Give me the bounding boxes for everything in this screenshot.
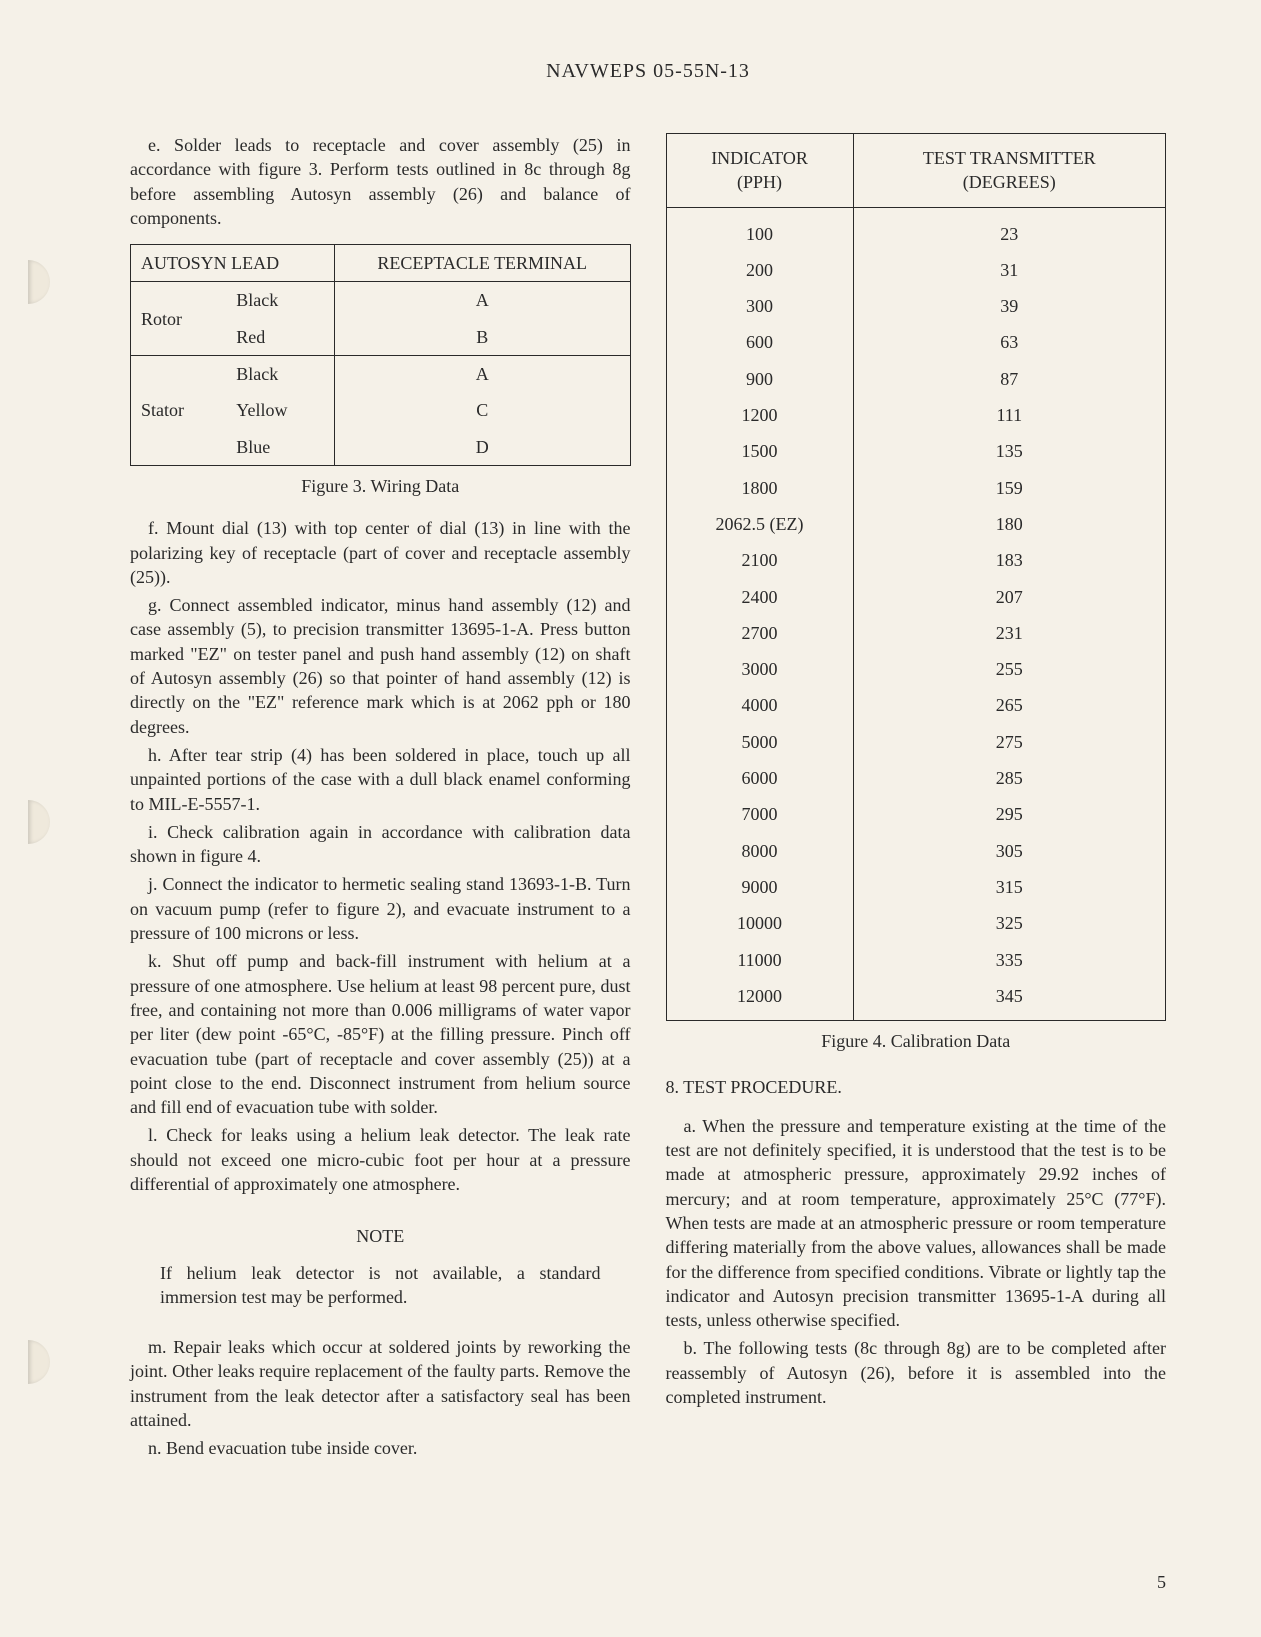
calib-header-trans-l2: (DEGREES) [963, 172, 1056, 192]
wiring-terminal: A [334, 282, 630, 319]
wiring-terminal: B [334, 319, 630, 356]
calib-indicator-cell: 4000 [666, 687, 853, 723]
wiring-lead-color: Yellow [226, 392, 334, 428]
calib-header-indicator: INDICATOR (PPH) [666, 134, 853, 208]
para-j: j. Connect the indicator to hermetic sea… [130, 872, 631, 945]
calib-transmitter-cell: 231 [853, 615, 1165, 651]
calib-indicator-cell: 200 [666, 252, 853, 288]
calib-transmitter-cell: 255 [853, 651, 1165, 687]
calib-indicator-cell: 2062.5 (EZ) [666, 506, 853, 542]
page: NAVWEPS 05-55N-13 e. Solder leads to rec… [0, 0, 1261, 1637]
calib-indicator-cell: 3000 [666, 651, 853, 687]
calibration-table: INDICATOR (PPH) TEST TRANSMITTER (DEGREE… [666, 133, 1167, 1021]
calib-transmitter-cell: 207 [853, 579, 1165, 615]
calib-indicator-cell: 11000 [666, 942, 853, 978]
para-h: h. After tear strip (4) has been soldere… [130, 743, 631, 816]
wiring-group-label: Stator [131, 356, 227, 466]
calib-transmitter-cell: 39 [853, 288, 1165, 324]
wiring-group-label: Rotor [131, 282, 227, 356]
para-m: m. Repair leaks which occur at soldered … [130, 1335, 631, 1432]
calib-indicator-cell: 900 [666, 361, 853, 397]
note-body: If helium leak detector is not available… [160, 1261, 601, 1310]
calib-indicator-cell: 8000 [666, 833, 853, 869]
calib-indicator-cell: 100 [666, 207, 853, 252]
calib-indicator-cell: 1200 [666, 397, 853, 433]
calib-indicator-cell: 10000 [666, 905, 853, 941]
figure-3-caption: Figure 3. Wiring Data [130, 474, 631, 498]
calib-transmitter-cell: 31 [853, 252, 1165, 288]
para-l: l. Check for leaks using a helium leak d… [130, 1123, 631, 1196]
calib-indicator-cell: 5000 [666, 724, 853, 760]
wiring-header-terminal: RECEPTACLE TERMINAL [334, 245, 630, 282]
para-8b: b. The following tests (8c through 8g) a… [666, 1336, 1167, 1409]
wiring-lead-color: Red [226, 319, 334, 356]
calib-indicator-cell: 2100 [666, 542, 853, 578]
calib-header-indicator-l1: INDICATOR [711, 148, 808, 168]
punch-hole [28, 260, 50, 304]
calib-transmitter-cell: 87 [853, 361, 1165, 397]
punch-hole [28, 800, 50, 844]
punch-hole [28, 1340, 50, 1384]
wiring-table: AUTOSYN LEAD RECEPTACLE TERMINAL RotorBl… [130, 244, 631, 466]
wiring-terminal: A [334, 356, 630, 393]
calib-indicator-cell: 6000 [666, 760, 853, 796]
calib-indicator-cell: 300 [666, 288, 853, 324]
para-e: e. Solder leads to receptacle and cover … [130, 133, 631, 230]
calib-indicator-cell: 2400 [666, 579, 853, 615]
calib-header-indicator-l2: (PPH) [737, 172, 782, 192]
calib-transmitter-cell: 275 [853, 724, 1165, 760]
calib-indicator-cell: 2700 [666, 615, 853, 651]
wiring-lead-color: Blue [226, 429, 334, 466]
para-n: n. Bend evacuation tube inside cover. [130, 1436, 631, 1460]
para-8a: a. When the pressure and temperature exi… [666, 1114, 1167, 1333]
section-8-heading: 8. TEST PROCEDURE. [666, 1075, 1167, 1099]
calib-transmitter-cell: 345 [853, 978, 1165, 1021]
page-number: 5 [1157, 1572, 1166, 1593]
para-f: f. Mount dial (13) with top center of di… [130, 516, 631, 589]
calib-header-trans-l1: TEST TRANSMITTER [923, 148, 1096, 168]
calib-transmitter-cell: 285 [853, 760, 1165, 796]
calib-header-transmitter: TEST TRANSMITTER (DEGREES) [853, 134, 1165, 208]
calib-transmitter-cell: 305 [853, 833, 1165, 869]
calib-transmitter-cell: 183 [853, 542, 1165, 578]
calib-transmitter-cell: 325 [853, 905, 1165, 941]
para-k: k. Shut off pump and back-fill instrumen… [130, 949, 631, 1119]
calib-indicator-cell: 1500 [666, 433, 853, 469]
wiring-lead-color: Black [226, 356, 334, 393]
right-column: INDICATOR (PPH) TEST TRANSMITTER (DEGREE… [666, 133, 1167, 1465]
left-column: e. Solder leads to receptacle and cover … [130, 133, 631, 1465]
doc-id-header: NAVWEPS 05-55N-13 [130, 60, 1166, 83]
calib-indicator-cell: 7000 [666, 796, 853, 832]
wiring-terminal: C [334, 392, 630, 428]
calib-transmitter-cell: 265 [853, 687, 1165, 723]
calib-indicator-cell: 12000 [666, 978, 853, 1021]
calib-transmitter-cell: 315 [853, 869, 1165, 905]
calib-transmitter-cell: 111 [853, 397, 1165, 433]
calib-transmitter-cell: 135 [853, 433, 1165, 469]
calib-indicator-cell: 9000 [666, 869, 853, 905]
figure-4-caption: Figure 4. Calibration Data [666, 1029, 1167, 1053]
calib-transmitter-cell: 335 [853, 942, 1165, 978]
calib-transmitter-cell: 23 [853, 207, 1165, 252]
calib-transmitter-cell: 295 [853, 796, 1165, 832]
calib-transmitter-cell: 159 [853, 470, 1165, 506]
calib-transmitter-cell: 63 [853, 324, 1165, 360]
calib-indicator-cell: 1800 [666, 470, 853, 506]
para-i: i. Check calibration again in accordance… [130, 820, 631, 869]
para-g: g. Connect assembled indicator, minus ha… [130, 593, 631, 739]
wiring-terminal: D [334, 429, 630, 466]
wiring-lead-color: Black [226, 282, 334, 319]
two-column-layout: e. Solder leads to receptacle and cover … [130, 133, 1166, 1465]
wiring-header-lead: AUTOSYN LEAD [131, 245, 335, 282]
calib-transmitter-cell: 180 [853, 506, 1165, 542]
note-heading: NOTE [130, 1224, 631, 1248]
calib-indicator-cell: 600 [666, 324, 853, 360]
